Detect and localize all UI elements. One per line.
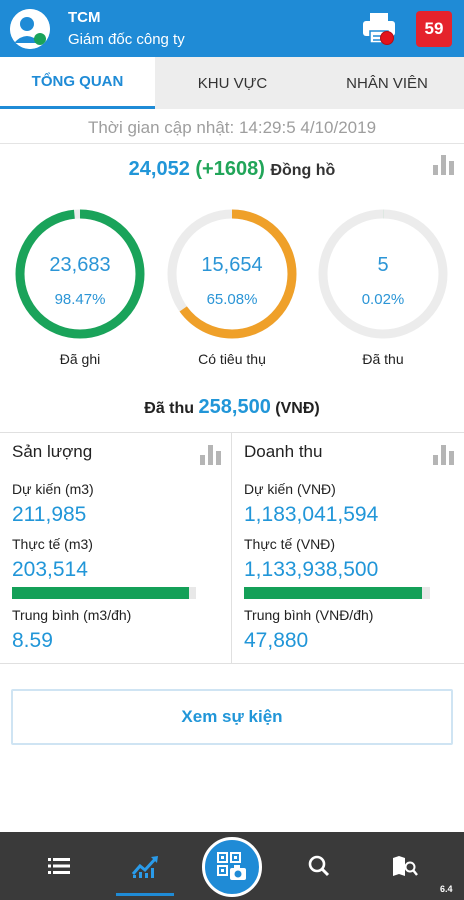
gauge-collected-number: 5: [377, 254, 389, 276]
output-average-value: 8.59: [12, 629, 53, 652]
update-time: Thời gian cập nhật: 14:29:5 4/10/2019: [0, 112, 464, 144]
user-role: Giám đốc công ty: [68, 31, 185, 48]
meter-delta: (+1608): [195, 158, 265, 180]
tab-overview[interactable]: TỔNG QUAN: [0, 57, 155, 109]
revenue-average-label: Trung bình (VNĐ/đh): [244, 607, 374, 623]
user-icon: [10, 9, 50, 49]
qr-scan-button[interactable]: [202, 837, 262, 897]
revenue-actual-label: Thực tế (VNĐ): [244, 536, 336, 552]
collected-amount: 258,500: [198, 396, 271, 418]
gauge-collected-percent: 0.02%: [361, 291, 405, 308]
nav-search[interactable]: [290, 832, 348, 900]
revenue-expected-label: Dự kiến (VNĐ): [244, 481, 336, 497]
collected-amount-line: Đã thu 258,500 (VNĐ): [0, 396, 464, 419]
gauge-recorded-arc: [15, 209, 145, 339]
gauge-collected-arc: [318, 209, 448, 339]
panel-divider: [231, 433, 232, 663]
revenue-progress-fill: [244, 587, 423, 599]
output-progress-bar: [12, 587, 196, 599]
printer-status-dot: [380, 31, 394, 45]
stats-panels: Sản lượng Dự kiến (m3) 211,985 Thực tế (…: [0, 432, 464, 664]
tab-bar: TỔNG QUAN KHU VỰC NHÂN VIÊN: [0, 57, 464, 109]
gauge-consumption[interactable]: [165, 207, 299, 341]
bar-chart-icon[interactable]: [433, 445, 455, 465]
output-actual-label: Thực tế (m3): [12, 536, 93, 552]
gauge-recorded-percent: 98.47%: [54, 291, 106, 308]
gauge-collected-label: Đã thu: [362, 351, 404, 367]
app-version: 6.4: [440, 884, 453, 894]
revenue-average-value: 47,880: [244, 629, 309, 652]
revenue-progress-bar: [244, 587, 430, 599]
nav-active-indicator: [116, 893, 174, 896]
tab-staff[interactable]: NHÂN VIÊN: [310, 57, 464, 109]
meter-total-line: 24,052 (+1608) Đồng hồ: [0, 158, 464, 181]
view-events-button[interactable]: Xem sự kiện: [11, 689, 453, 745]
map-search-icon: [393, 856, 418, 876]
gauge-consumption-label: Có tiêu thụ: [198, 351, 266, 367]
gauge-recorded-number: 23,683: [49, 254, 111, 276]
output-actual-value: 203,514: [12, 558, 88, 581]
chart-line-icon: [131, 856, 158, 878]
collected-unit: (VNĐ): [275, 400, 320, 417]
gauge-consumption-percent: 65.08%: [206, 291, 258, 308]
output-progress-fill: [12, 587, 189, 599]
qr-camera-icon: [217, 852, 246, 880]
gauge-recorded-label: Đã ghi: [59, 351, 101, 367]
gauge-consumption-number: 15,654: [201, 254, 263, 276]
output-average-label: Trung bình (m3/đh): [12, 607, 132, 623]
bar-chart-icon[interactable]: [433, 155, 455, 175]
meter-total: 24,052: [128, 158, 190, 180]
revenue-expected-value: 1,183,041,594: [244, 503, 379, 526]
menu-icon: [48, 858, 70, 874]
output-panel-title: Sản lượng: [12, 442, 93, 461]
collected-prefix: Đã thu: [144, 400, 195, 417]
search-icon: [308, 855, 330, 877]
revenue-panel-title: Doanh thu: [244, 442, 323, 461]
nav-statistics[interactable]: [116, 832, 174, 900]
tab-region[interactable]: KHU VỰC: [155, 57, 310, 109]
output-expected-label: Dự kiến (m3): [12, 481, 94, 497]
nav-map-search[interactable]: [376, 832, 434, 900]
app-title: TCM: [68, 9, 101, 26]
revenue-actual-value: 1,133,938,500: [244, 558, 379, 581]
user-avatar[interactable]: [10, 9, 50, 49]
notification-badge[interactable]: 59: [416, 11, 452, 47]
gauge-consumption-arc: [167, 209, 297, 339]
bar-chart-icon[interactable]: [200, 445, 222, 465]
output-expected-value: 211,985: [12, 503, 87, 526]
gauge-collected[interactable]: [316, 207, 450, 341]
nav-menu[interactable]: [30, 832, 88, 900]
meter-unit: Đồng hồ: [270, 162, 336, 179]
gauge-recorded[interactable]: [13, 207, 147, 341]
